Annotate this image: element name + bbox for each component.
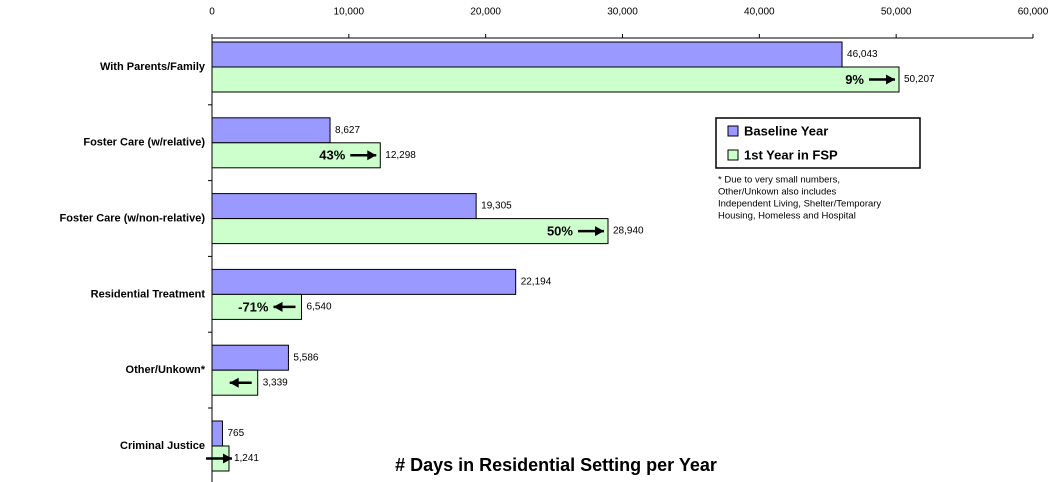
bar — [211, 66, 900, 93]
value-label: 765 — [227, 428, 244, 439]
bar — [211, 420, 223, 447]
bar — [211, 344, 289, 371]
value-label: 28,940 — [613, 226, 644, 237]
note: Housing, Homeless and Hospital — [718, 211, 856, 222]
note: Other/Unkown also includes — [718, 187, 837, 198]
x-axis-label: # Days in Residential Setting per Year — [395, 455, 717, 475]
bar — [211, 293, 302, 320]
value-label: 46,043 — [847, 49, 878, 60]
category-label: With Parents/Family — [100, 61, 206, 73]
legend-label: Baseline Year — [744, 123, 828, 138]
x-tick-label: 10,000 — [334, 7, 365, 18]
change-label: -71% — [238, 299, 269, 314]
value-label: 22,194 — [521, 277, 552, 288]
change-label: 9% — [845, 72, 864, 87]
value-label: 50,207 — [904, 74, 935, 85]
category-label: Residential Treatment — [91, 288, 206, 300]
legend-label: 1st Year in FSP — [744, 147, 838, 162]
x-tick-label: 20,000 — [470, 7, 501, 18]
category-label: Foster Care (w/relative) — [83, 137, 205, 149]
category-label: Other/Unkown* — [126, 364, 206, 376]
x-tick-label: 30,000 — [607, 7, 638, 18]
bar — [211, 193, 477, 220]
bar — [211, 117, 331, 144]
category-label: Criminal Justice — [120, 440, 205, 452]
legend-box — [715, 117, 921, 169]
value-label: 5,586 — [293, 352, 318, 363]
change-arrowhead — [885, 74, 895, 85]
value-label: 1,241 — [234, 453, 259, 464]
value-label: 12,298 — [385, 150, 416, 161]
value-label: 19,305 — [481, 201, 512, 212]
bar — [211, 218, 609, 245]
x-tick-label: 0 — [209, 7, 215, 18]
note: Independent Living, Shelter/Temporary — [718, 199, 881, 210]
legend-swatch — [727, 125, 739, 137]
value-label: 3,339 — [263, 377, 288, 388]
legend-swatch — [727, 149, 739, 161]
change-arrowhead — [229, 377, 239, 388]
change-arrowhead — [594, 226, 604, 237]
value-label: 8,627 — [335, 125, 360, 136]
change-label: 43% — [319, 148, 345, 163]
x-tick-label: 60,000 — [1018, 7, 1049, 18]
value-label: 6,540 — [306, 302, 331, 313]
change-arrowhead — [223, 453, 232, 464]
x-tick-label: 50,000 — [881, 7, 912, 18]
change-arrowhead — [273, 301, 283, 312]
bar — [211, 268, 517, 295]
x-tick-label: 40,000 — [744, 7, 775, 18]
change-arrowhead — [367, 150, 377, 161]
change-label: 50% — [547, 224, 573, 239]
category-label: Foster Care (w/non-relative) — [60, 213, 206, 225]
note: * Due to very small numbers, — [718, 175, 840, 186]
bar — [211, 41, 843, 68]
